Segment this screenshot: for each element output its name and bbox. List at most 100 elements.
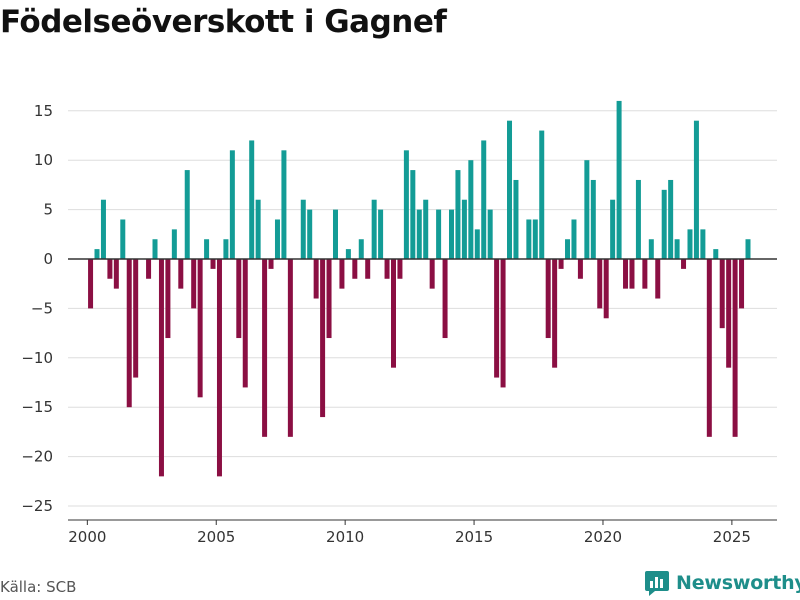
y-tick-label: −20: [21, 448, 53, 466]
bar: [88, 259, 94, 309]
bar: [661, 189, 667, 259]
bar: [371, 199, 377, 259]
bar: [610, 199, 616, 259]
bar: [268, 259, 274, 269]
y-tick-label: −5: [31, 299, 53, 317]
bar: [584, 160, 590, 259]
bar: [513, 179, 519, 259]
bar: [262, 259, 268, 437]
bar: [455, 170, 461, 259]
x-tick-label: 2000: [68, 528, 106, 546]
bar: [313, 259, 319, 299]
bar: [468, 160, 474, 259]
bar: [623, 259, 629, 289]
bar-chart: 15 10 5 0 −5 −10 −15 −20 −25 2000 2005 2010 2015 202…: [21, 100, 777, 546]
bar: [236, 259, 242, 339]
bar: [100, 199, 106, 259]
bar: [255, 199, 261, 259]
bar: [700, 229, 706, 259]
y-tick-label: −10: [21, 349, 53, 367]
bar: [635, 179, 641, 259]
bar: [739, 259, 745, 309]
bar: [487, 209, 493, 259]
chart-title: Födelseöverskott i Gagnef: [0, 4, 447, 40]
bar: [526, 219, 532, 259]
bar: [204, 239, 210, 259]
x-tick-label: 2025: [713, 528, 751, 546]
y-tick-label: 0: [43, 250, 53, 268]
bar: [223, 239, 229, 259]
bar: [474, 229, 480, 259]
bar: [107, 259, 113, 279]
bar: [320, 259, 326, 418]
x-tick-label: 2020: [584, 528, 622, 546]
bar: [352, 259, 358, 279]
bar: [365, 259, 371, 279]
bar: [178, 259, 184, 289]
bar: [481, 140, 487, 259]
bar: [120, 219, 126, 259]
bar: [300, 199, 306, 259]
bar: [681, 259, 687, 269]
bar: [113, 259, 119, 289]
bar: [713, 249, 719, 259]
bar: [590, 179, 596, 259]
bar: [500, 259, 506, 388]
y-tick-label: 5: [43, 201, 53, 219]
bar: [216, 259, 222, 477]
bars: [88, 100, 751, 477]
bar: [706, 259, 712, 437]
bar: [687, 229, 693, 259]
bar: [532, 219, 538, 259]
x-tick-label: 2005: [197, 528, 235, 546]
bar: [126, 259, 132, 408]
y-tick-label: 15: [34, 102, 53, 120]
bar: [242, 259, 248, 388]
bar: [442, 259, 448, 339]
bar: [603, 259, 609, 319]
bar: [210, 259, 216, 269]
y-tick-label: −25: [21, 497, 53, 515]
bar: [158, 259, 164, 477]
bar: [410, 170, 416, 259]
bar: [416, 209, 422, 259]
bar: [494, 259, 500, 378]
bar: [745, 239, 751, 259]
bar: [597, 259, 603, 309]
bar: [558, 259, 564, 269]
bar: [146, 259, 152, 279]
bar: [552, 259, 558, 368]
bar: [539, 130, 545, 259]
bar: [571, 219, 577, 259]
bar: [391, 259, 396, 368]
bar: [449, 209, 454, 259]
y-tick-label: −15: [21, 398, 53, 416]
newsworthy-icon: [645, 571, 669, 596]
brand-logo[interactable]: Newsworthy: [644, 569, 800, 597]
bar: [577, 259, 583, 279]
bar: [436, 209, 442, 259]
bar: [507, 120, 513, 260]
bar: [384, 259, 390, 279]
bar: [332, 209, 338, 259]
bar: [732, 259, 738, 437]
bar: [629, 259, 635, 289]
bar: [403, 150, 409, 259]
bar: [429, 259, 435, 289]
x-tick-label: 2015: [455, 528, 493, 546]
bar: [165, 259, 171, 339]
bar: [719, 259, 725, 329]
bar: [545, 259, 551, 339]
source-label: Källa: SCB: [0, 578, 77, 596]
bar: [274, 219, 280, 259]
bar: [229, 150, 235, 259]
bar: [94, 249, 100, 259]
bar: [345, 249, 351, 259]
bar: [358, 239, 364, 259]
bar: [133, 259, 139, 378]
bar: [378, 209, 384, 259]
y-axis-ticks: 15 10 5 0 −5 −10 −15 −20 −25: [21, 102, 53, 515]
bar: [693, 120, 699, 260]
bar: [668, 179, 674, 259]
bar: [655, 259, 661, 299]
